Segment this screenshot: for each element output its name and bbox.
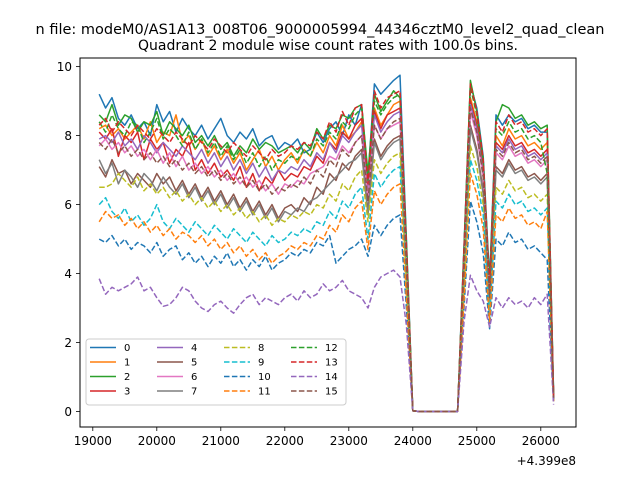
x-tick-label: 24000 bbox=[394, 434, 432, 448]
legend-label-12: 12 bbox=[325, 343, 338, 354]
x-tick-label: 26000 bbox=[522, 434, 560, 448]
x-axis: 19000 20000 21000 22000 23000 24000 25000 26000 bbox=[74, 427, 560, 448]
series-line-14 bbox=[98, 269, 555, 413]
legend-label-13: 13 bbox=[325, 358, 338, 369]
plot-area bbox=[98, 74, 555, 413]
series-line-13 bbox=[98, 83, 555, 413]
legend-label-5: 5 bbox=[191, 358, 197, 369]
x-tick-label: 23000 bbox=[330, 434, 368, 448]
series-line-8 bbox=[99, 145, 555, 413]
axes-frame bbox=[79, 57, 577, 428]
legend-label-6: 6 bbox=[191, 372, 197, 383]
series-line-9 bbox=[98, 158, 555, 413]
chart-title: Quadrant 2 module wise count rates with … bbox=[138, 38, 518, 54]
legend-label-11: 11 bbox=[258, 387, 271, 398]
y-tick-label: 0 bbox=[64, 405, 72, 419]
figure-suptitle: n file: modeM0/AS1A13_008T06_9000005994_… bbox=[36, 22, 605, 38]
legend-label-10: 10 bbox=[258, 372, 271, 383]
y-tick-label: 8 bbox=[64, 129, 72, 143]
legend-label-9: 9 bbox=[258, 358, 264, 369]
y-tick-label: 2 bbox=[64, 336, 72, 350]
legend-label-1: 1 bbox=[124, 358, 130, 369]
x-tick-label: 25000 bbox=[458, 434, 496, 448]
x-offset-label: +4.399e8 bbox=[517, 454, 576, 468]
legend-label-14: 14 bbox=[325, 372, 338, 383]
y-tick-label: 4 bbox=[64, 267, 72, 281]
y-tick-label: 6 bbox=[64, 198, 72, 212]
legend-label-4: 4 bbox=[191, 343, 197, 354]
y-tick-label: 10 bbox=[57, 60, 72, 74]
legend-label-0: 0 bbox=[124, 343, 130, 354]
legend-label-15: 15 bbox=[325, 387, 338, 398]
x-tick-label: 21000 bbox=[202, 434, 240, 448]
legend-label-7: 7 bbox=[191, 387, 197, 398]
x-tick-label: 20000 bbox=[138, 434, 176, 448]
series-line-11 bbox=[98, 172, 555, 413]
y-axis: 0 2 4 6 8 10 bbox=[57, 60, 80, 419]
series-line-10 bbox=[98, 200, 555, 413]
series-line-15 bbox=[98, 107, 555, 413]
legend-box bbox=[85, 338, 347, 406]
legend-label-8: 8 bbox=[258, 343, 264, 354]
x-tick-label: 22000 bbox=[266, 434, 304, 448]
legend-label-2: 2 bbox=[124, 372, 130, 383]
series-line-6 bbox=[98, 110, 555, 413]
x-tick-label: 19000 bbox=[74, 434, 112, 448]
legend-label-3: 3 bbox=[124, 387, 130, 398]
